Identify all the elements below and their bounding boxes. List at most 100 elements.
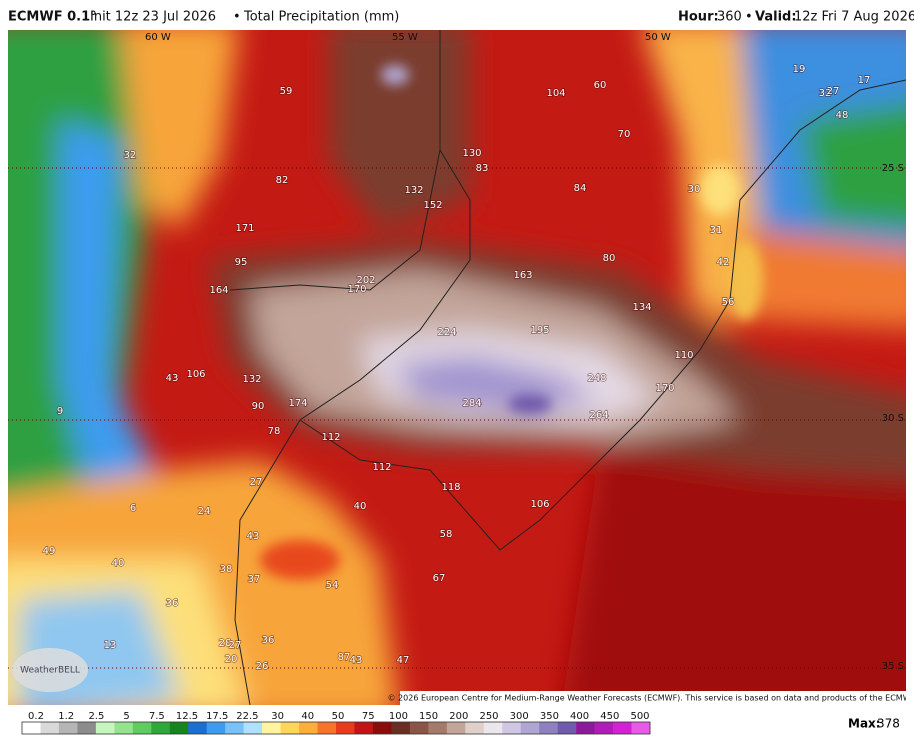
value-label: 26 [256,661,269,672]
value-label: 164 [209,285,228,296]
value-label: 264 [589,410,608,421]
value-label: 40 [354,501,367,512]
colorbar-swatch [299,722,318,734]
value-label: 24 [198,506,211,517]
colorbar-swatch [77,722,97,734]
colorbar-swatch [576,722,595,734]
colorbar-swatch [391,722,411,734]
credit: © 2026 European Centre for Medium-Range … [388,694,914,703]
value-label: 32 [124,150,137,161]
precip-field [8,30,906,705]
value-label: 132 [404,185,423,196]
value-label: 30 [688,184,701,195]
value-label: 27 [229,640,242,651]
field-detail [260,65,763,580]
value-label: 48 [836,110,849,121]
graticule-labels: 60 W 55 W 50 W 25 S 30 S 35 S [145,32,904,672]
value-label: 170 [655,383,674,394]
value-label: 112 [372,462,391,473]
value-label: 13 [104,640,117,651]
colorbar-swatch [243,722,263,734]
max-label: Max: [848,717,881,731]
value-label: 195 [530,325,549,336]
value-label: 36 [166,598,179,609]
colorbar-label: 17.5 [206,711,228,722]
graticule-label: 35 S [882,661,904,672]
value-label: 104 [546,88,565,99]
value-label: 118 [441,482,460,493]
colorbar-label: 1.2 [58,711,74,722]
valid-label: Valid: [755,10,797,25]
graticule-label: 30 S [882,413,904,424]
colorbar-label: 300 [510,711,529,722]
product: Total Precipitation (mm) [243,10,399,25]
colorbar-swatch [372,722,392,734]
hour: 360 [717,10,742,25]
value-label: 17 [858,75,871,86]
value-label: 38 [220,564,233,575]
colorbar-swatch [317,722,337,734]
graticule [8,167,906,669]
max-value: 378 [877,717,900,731]
map: 60 W 55 W 50 W25 S30 S35 S 59 1046019322717… [8,30,914,705]
value-label: 130 [462,148,481,159]
colorbar-frame [21,721,651,735]
value-label: 202 [356,275,375,286]
value-label: 56 [722,297,735,308]
colorbar-swatch [557,722,577,734]
value-label: 31 [710,225,723,236]
value-label: 9 [57,406,63,417]
colorbar-label: 250 [479,711,498,722]
colorbar-label: 7.5 [149,711,165,722]
value-label: 40 [112,558,125,569]
colorbar-swatch [40,722,60,734]
colorbar-label: 30 [271,711,284,722]
colorbar-swatch [132,722,152,734]
value-label: 112 [321,432,340,443]
colorbar-swatch [95,722,115,734]
value-label: 171 [235,223,254,234]
value-label: 27 [827,86,840,97]
value-label: 36 [262,635,275,646]
colorbar-label: 40 [301,711,314,722]
value-label: 95 [235,257,248,268]
colorbar-swatch [483,722,503,734]
value-label: 54 [326,580,339,591]
hour-label: Hour: [678,10,719,25]
colorbar-swatch [151,722,171,734]
value-label: 224 [437,327,456,338]
value-label: 58 [440,529,453,540]
colorbar-label: 400 [570,711,589,722]
value-label: 6 [130,503,136,514]
colorbar-swatch [336,722,355,734]
value-label: 37 [248,574,261,585]
model: ECMWF 0.1° [8,10,97,25]
colorbar-swatch [502,722,522,734]
value-label: 284 [462,398,481,409]
value-label: 78 [268,426,281,437]
bullet: • [233,10,241,25]
colorbar-label: 350 [540,711,559,722]
value-label: 43 [166,373,179,384]
value-label: 60 [594,80,607,91]
value-label: 67 [433,573,446,584]
colorbar-label: 450 [600,711,619,722]
value-label: 82 [276,175,289,186]
colorbar-label: 0.2 [28,711,44,722]
logo-text: WeatherBELL [20,666,80,676]
value-label: 59 [280,86,293,97]
value-label: 19 [793,64,806,75]
value-label: 43 [247,531,260,542]
value-label: 132 [242,374,261,385]
colorbar-label: 50 [332,711,345,722]
graticule-label: 60 W [145,32,171,43]
colorbar-label: 2.5 [88,711,104,722]
colorbar-swatch [520,722,540,734]
value-label: 42 [717,257,730,268]
logo: WeatherBELL [12,648,88,692]
value-label: 32 [819,88,832,99]
colorbar-swatch [280,722,300,734]
colorbar-swatch [446,722,466,734]
colorbar-label: 22.5 [236,711,258,722]
